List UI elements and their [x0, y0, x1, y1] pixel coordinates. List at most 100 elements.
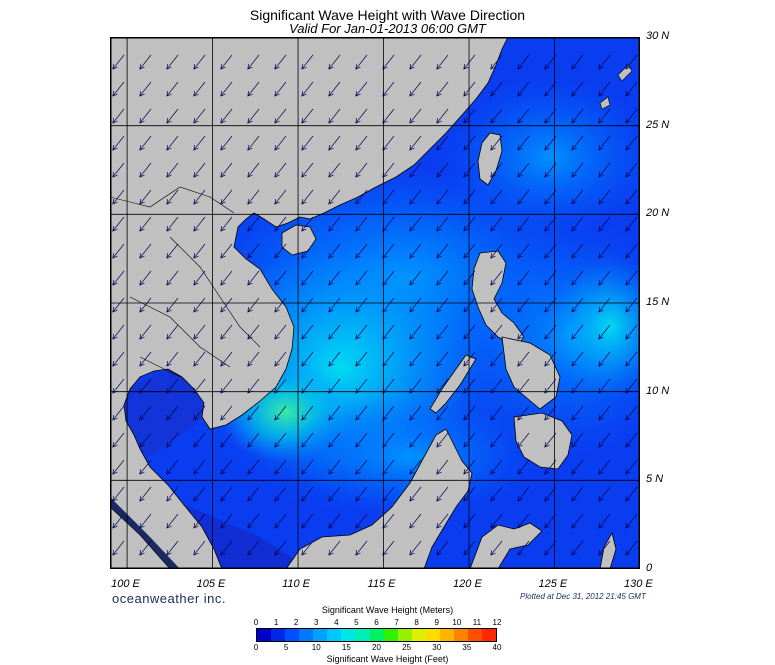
wave-direction-arrow — [625, 189, 638, 205]
meter-tick-label: 0 — [253, 618, 259, 627]
wave-direction-arrow — [544, 297, 557, 313]
feet-tick-label: 35 — [462, 643, 472, 652]
wave-direction-arrow — [571, 54, 584, 70]
wave-direction-arrow — [220, 297, 233, 313]
wave-direction-arrow — [490, 135, 503, 151]
colorbar-swatch — [439, 629, 454, 641]
wave-direction-arrow — [544, 54, 557, 70]
meter-tick-label: 2 — [293, 618, 299, 627]
brand-logo-text: oceanweather inc. — [112, 591, 227, 606]
colorbar-swatch — [482, 629, 497, 641]
wave-direction-arrow — [571, 459, 584, 475]
wave-direction-arrow — [463, 108, 476, 124]
wave-direction-arrow — [409, 351, 422, 367]
wave-direction-arrow — [328, 513, 341, 529]
wave-direction-arrow — [571, 270, 584, 286]
wave-direction-arrow — [274, 216, 287, 232]
wave-direction-arrow — [625, 243, 638, 259]
wave-direction-arrow — [355, 81, 368, 97]
wave-direction-arrow — [355, 243, 368, 259]
wave-direction-arrow — [220, 351, 233, 367]
wave-direction-arrow — [193, 297, 206, 313]
wave-direction-arrow — [382, 378, 395, 394]
colorbar-title-feet: Significant Wave Height (Feet) — [326, 654, 449, 664]
wave-direction-arrow — [409, 405, 422, 421]
wave-direction-arrow — [301, 162, 314, 178]
wave-direction-arrow — [490, 324, 503, 340]
wave-direction-arrow — [463, 135, 476, 151]
wave-direction-arrow — [220, 162, 233, 178]
wave-direction-arrow — [301, 351, 314, 367]
wave-direction-arrow — [436, 405, 449, 421]
wave-direction-arrow — [409, 243, 422, 259]
meter-tick-label: 3 — [314, 618, 319, 627]
lat-label: 0 — [646, 562, 653, 574]
wave-direction-arrow — [193, 108, 206, 124]
wave-direction-arrow — [436, 216, 449, 232]
wave-direction-arrow — [274, 108, 287, 124]
wave-direction-arrow — [517, 405, 530, 421]
wave-direction-arrow — [463, 162, 476, 178]
feet-tick-label: 30 — [432, 643, 442, 652]
wave-direction-arrow — [436, 324, 449, 340]
wave-direction-arrow — [436, 81, 449, 97]
wave-direction-arrow — [382, 351, 395, 367]
wave-direction-arrow — [139, 378, 152, 394]
wave-direction-arrow — [166, 216, 179, 232]
wave-direction-arrow — [598, 216, 611, 232]
lon-label: 115 E — [367, 578, 396, 590]
wave-direction-arrow — [301, 270, 314, 286]
wave-direction-arrow — [112, 378, 125, 394]
wave-direction-arrow — [166, 162, 179, 178]
wave-direction-arrow — [544, 81, 557, 97]
wave-direction-arrow — [625, 162, 638, 178]
wave-direction-arrow — [166, 432, 179, 448]
wave-direction-arrow — [274, 540, 287, 556]
wave-direction-arrow — [139, 513, 152, 529]
wave-direction-arrow — [355, 540, 368, 556]
wave-direction-arrow — [328, 486, 341, 502]
wave-direction-arrow — [598, 135, 611, 151]
wave-direction-arrow — [517, 135, 530, 151]
wave-direction-arrow — [625, 54, 638, 70]
wave-direction-arrow — [625, 135, 638, 151]
wave-direction-arrow — [598, 108, 611, 124]
wave-direction-arrow — [625, 486, 638, 502]
wave-direction-arrow — [247, 189, 260, 205]
plotted-timestamp: Plotted at Dec 31, 2012 21:45 GMT — [520, 592, 646, 601]
wave-direction-arrow — [220, 216, 233, 232]
wave-direction-arrow — [193, 243, 206, 259]
wave-direction-arrow — [301, 54, 314, 70]
wave-direction-arrow — [598, 54, 611, 70]
colorbar-swatch — [285, 629, 300, 641]
wave-direction-arrow — [274, 135, 287, 151]
wave-direction-arrow — [274, 351, 287, 367]
wave-direction-arrow — [436, 270, 449, 286]
wave-direction-arrow — [247, 243, 260, 259]
wave-direction-arrow — [517, 513, 530, 529]
wave-direction-arrow — [517, 243, 530, 259]
wave-direction-arrow — [220, 270, 233, 286]
wave-direction-arrow — [382, 216, 395, 232]
wave-direction-arrow — [382, 432, 395, 448]
wave-direction-arrow — [571, 189, 584, 205]
wave-direction-arrow — [328, 216, 341, 232]
wave-direction-arrow — [517, 162, 530, 178]
wave-direction-arrow — [328, 243, 341, 259]
wave-direction-arrow — [517, 189, 530, 205]
wave-direction-arrow — [490, 432, 503, 448]
wave-direction-arrow — [328, 135, 341, 151]
wave-direction-arrow — [166, 189, 179, 205]
wave-direction-arrow — [517, 378, 530, 394]
wave-direction-arrow — [193, 459, 206, 475]
colorbar-swatch — [397, 629, 412, 641]
map-border — [110, 37, 640, 569]
wave-direction-arrow — [490, 270, 503, 286]
wave-direction-arrow — [517, 459, 530, 475]
wave-direction-arrow — [355, 54, 368, 70]
wave-direction-arrow — [517, 54, 530, 70]
wave-direction-arrow — [247, 405, 260, 421]
feet-tick-label: 20 — [372, 643, 381, 652]
wave-direction-arrow — [355, 405, 368, 421]
wave-direction-arrow — [274, 324, 287, 340]
